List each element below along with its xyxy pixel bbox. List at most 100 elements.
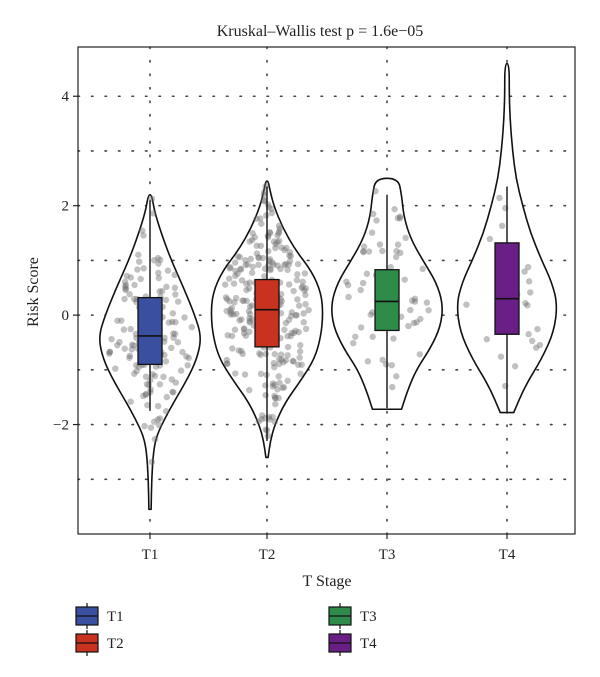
data-point [271,381,278,389]
data-point [266,255,274,263]
data-point [230,311,237,318]
data-point [235,347,242,354]
box-t4 [494,242,520,335]
data-point [232,370,239,377]
data-point [271,392,278,400]
data-point [168,344,175,352]
data-point [150,418,158,425]
data-point [511,363,519,370]
data-point [534,325,541,333]
data-point [295,328,302,336]
data-point [278,356,285,363]
data-point [288,329,295,337]
data-point [121,278,129,286]
data-point [396,215,404,222]
data-point [225,275,233,282]
x-tick-label: T2 [259,547,276,563]
data-point [486,235,494,243]
data-point [232,259,239,266]
data-point [256,350,263,357]
y-tick-label: 2 [62,199,70,215]
data-point [413,319,420,326]
data-point [300,319,307,326]
data-point [290,329,298,337]
data-point [227,309,235,316]
data-point [285,261,292,268]
data-point [243,297,250,305]
data-point [123,272,131,280]
data-point [238,316,245,323]
data-point [242,257,249,264]
data-point [120,326,128,333]
data-point [272,394,279,402]
data-point [156,381,164,388]
data-point [155,421,163,429]
data-point [417,315,424,323]
data-point [126,290,133,298]
data-point [168,376,175,383]
data-point [269,259,276,266]
y-axis-label: Risk Score [25,257,42,327]
data-point [288,309,296,316]
data-point [343,278,350,285]
data-point [282,319,290,327]
data-point [357,324,365,331]
legend-label-t4: T4 [360,636,377,652]
data-point [276,237,283,245]
data-point [269,413,276,421]
data-point [130,295,138,303]
data-point [258,416,265,423]
data-point [393,373,400,380]
data-point [116,338,123,346]
data-point [525,330,532,338]
data-point [262,183,269,190]
plot-frame [77,46,576,535]
data-point [224,296,231,303]
data-point [247,255,254,263]
data-point [282,357,290,364]
data-point [255,261,262,269]
data-point [369,210,377,218]
data-point [183,353,190,360]
data-point [237,266,245,273]
data-point [257,351,264,359]
data-point [251,234,259,241]
data-point [265,248,272,255]
data-point [408,297,416,304]
data-point [139,227,146,234]
data-point [169,310,177,317]
data-point [255,418,262,425]
data-point [108,335,115,343]
data-point [522,300,529,307]
y-axis: 4 2 0 −2 [53,89,78,434]
data-point [248,269,256,276]
data-point [246,315,253,322]
data-point [297,342,304,349]
data-point [128,341,136,348]
data-point [405,322,412,330]
data-point [255,254,262,261]
data-point [246,303,254,310]
data-point [295,361,302,369]
y-tick-label: 0 [62,308,70,324]
data-point [158,288,166,295]
data-point [296,354,303,361]
data-point [277,351,285,358]
data-point [301,270,309,277]
data-point [275,373,282,380]
data-point [172,291,179,298]
data-point [161,334,168,342]
data-point [345,293,352,301]
data-point [281,326,288,333]
data-point [284,332,291,340]
data-point [299,283,306,290]
data-point [305,306,312,314]
data-point [394,241,402,248]
data-point [248,302,256,309]
data-point [140,265,147,272]
data-point [352,333,359,340]
data-point [246,386,253,394]
data-point [137,275,144,283]
data-point [411,298,419,305]
